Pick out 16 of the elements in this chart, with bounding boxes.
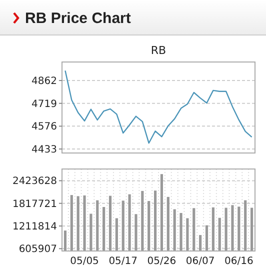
x-tick-label: 06/16 bbox=[224, 256, 254, 267]
chart-subtitle: RB bbox=[150, 44, 166, 57]
x-tick-label: 05/26 bbox=[147, 256, 176, 267]
x-tick-label: 05/17 bbox=[108, 256, 138, 267]
y-tick-label: 4862 bbox=[32, 76, 57, 88]
line-series bbox=[64, 70, 252, 144]
y-tick-label: 1817721 bbox=[12, 198, 57, 210]
y-tick-label: 605907 bbox=[18, 244, 57, 256]
x-tick-label: 05/05 bbox=[70, 256, 99, 267]
y-tick-label: 4433 bbox=[32, 144, 57, 156]
chart-title: RB Price Chart bbox=[25, 10, 131, 27]
x-tick-label: 06/07 bbox=[186, 256, 215, 267]
y-tick-label: 2423628 bbox=[12, 176, 57, 188]
y-tick-label: 4576 bbox=[32, 122, 57, 133]
y-tick-label: 4719 bbox=[32, 98, 57, 110]
y-tick-label: 1211814 bbox=[12, 222, 57, 233]
